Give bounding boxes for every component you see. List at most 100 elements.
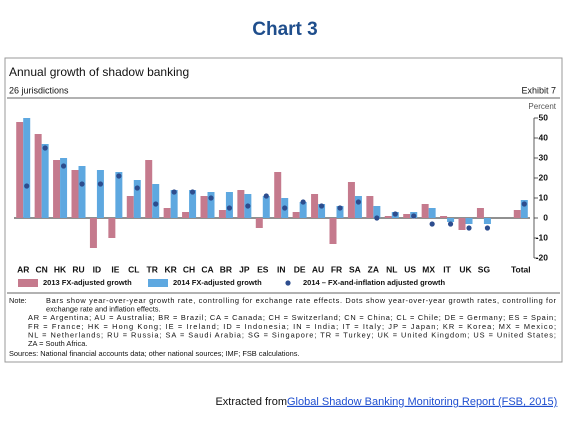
dot <box>79 181 85 187</box>
bar <box>126 196 134 218</box>
x-tick-label: CH <box>183 264 195 274</box>
dot <box>521 201 527 207</box>
x-tick-label: NL <box>386 264 397 274</box>
legend-swatch <box>148 279 168 287</box>
x-tick-label: SG <box>478 264 491 274</box>
notes-label: Note: <box>9 296 27 305</box>
dot <box>466 225 472 231</box>
bar <box>189 190 197 218</box>
x-tick-label: HK <box>54 264 67 274</box>
dot <box>484 225 491 231</box>
bar <box>115 172 123 218</box>
x-tick-label: Total <box>511 264 531 274</box>
x-tick-label: US <box>404 264 416 274</box>
dot <box>116 173 122 179</box>
bar <box>16 122 24 218</box>
legend-label: 2014 – FX-and-inflation adjusted growth <box>303 278 446 287</box>
page-title: Chart 3 <box>252 19 317 40</box>
y-tick-label: 50 <box>539 112 549 122</box>
dot <box>153 201 159 207</box>
x-tick-label: CN <box>36 264 48 274</box>
bar <box>354 196 362 218</box>
y-tick-label: 30 <box>539 152 549 162</box>
bar <box>96 170 104 218</box>
bar <box>255 218 263 228</box>
bar <box>218 210 226 218</box>
x-tick-label: ES <box>257 264 269 274</box>
x-tick-label: ZA <box>368 264 379 274</box>
bar <box>483 218 491 224</box>
bar <box>60 158 68 218</box>
bar <box>476 208 484 218</box>
note-line: AR = Argentina; AU = Australia; BR = Bra… <box>28 313 556 322</box>
x-tick-label: JP <box>239 264 250 274</box>
bar <box>336 206 344 218</box>
bar <box>292 212 300 218</box>
bar <box>207 192 215 218</box>
x-tick-label: AR <box>17 264 29 274</box>
bar <box>421 204 429 218</box>
x-tick-label: IT <box>443 264 451 274</box>
bar <box>384 216 392 218</box>
y-tick-label: 10 <box>539 192 549 202</box>
x-tick-label: RU <box>72 264 84 274</box>
bar <box>225 192 233 218</box>
dot <box>97 181 104 187</box>
note-line: exchange rate and inflation effects. <box>46 305 161 314</box>
bar <box>237 190 245 218</box>
dot <box>447 221 454 227</box>
x-tick-label: IN <box>277 264 286 274</box>
bar <box>71 170 79 218</box>
x-tick-label: DE <box>294 264 306 274</box>
x-tick-label: CA <box>201 264 213 274</box>
y-tick-label: 20 <box>539 172 549 182</box>
x-tick-label: IE <box>111 264 119 274</box>
dot <box>263 193 269 199</box>
bar <box>440 216 448 218</box>
dot <box>60 163 67 169</box>
bar <box>34 134 42 218</box>
bar <box>329 218 337 244</box>
legend-label: 2013 FX-adjusted growth <box>43 278 132 287</box>
x-tick-label: MX <box>422 264 435 274</box>
bar <box>41 144 49 218</box>
note-line: NL = Netherlands; RU = Russia; SA = Saud… <box>28 330 556 339</box>
bar <box>366 196 374 218</box>
bar <box>108 218 116 238</box>
dot <box>245 203 251 209</box>
dot <box>171 189 177 195</box>
bar <box>299 202 307 218</box>
bar <box>163 208 171 218</box>
bar <box>23 118 31 218</box>
dot <box>24 183 30 189</box>
bar <box>152 184 160 218</box>
bar <box>311 194 319 218</box>
y-tick-label: -10 <box>536 232 549 242</box>
bar <box>520 200 528 218</box>
footer-link[interactable]: Global Shadow Banking Monitoring Report … <box>287 396 557 408</box>
bar <box>182 212 190 218</box>
bar <box>458 218 466 230</box>
bar <box>53 160 61 218</box>
dot <box>392 211 398 217</box>
bar <box>373 206 381 218</box>
exhibit-label: Exhibit 7 <box>521 85 556 95</box>
footer-link-text[interactable]: Global Shadow Banking Monitoring Report … <box>287 396 557 408</box>
x-tick-label: ID <box>93 264 102 274</box>
bar <box>89 218 97 248</box>
sources: Sources: National financial accounts dat… <box>9 349 299 358</box>
dot <box>355 199 362 205</box>
dot <box>42 145 48 151</box>
x-tick-label: CL <box>128 264 139 274</box>
y-tick-label: 0 <box>543 212 548 222</box>
y-tick-label: 40 <box>539 132 549 142</box>
dot <box>300 199 306 205</box>
bar <box>465 218 473 224</box>
bar <box>133 180 141 218</box>
dot <box>189 189 196 195</box>
note-line: Bars show year-over-year growth rate, co… <box>46 296 557 305</box>
chart-frame <box>4 57 563 363</box>
bar <box>145 160 153 218</box>
bar <box>513 210 521 218</box>
dot <box>134 185 140 191</box>
